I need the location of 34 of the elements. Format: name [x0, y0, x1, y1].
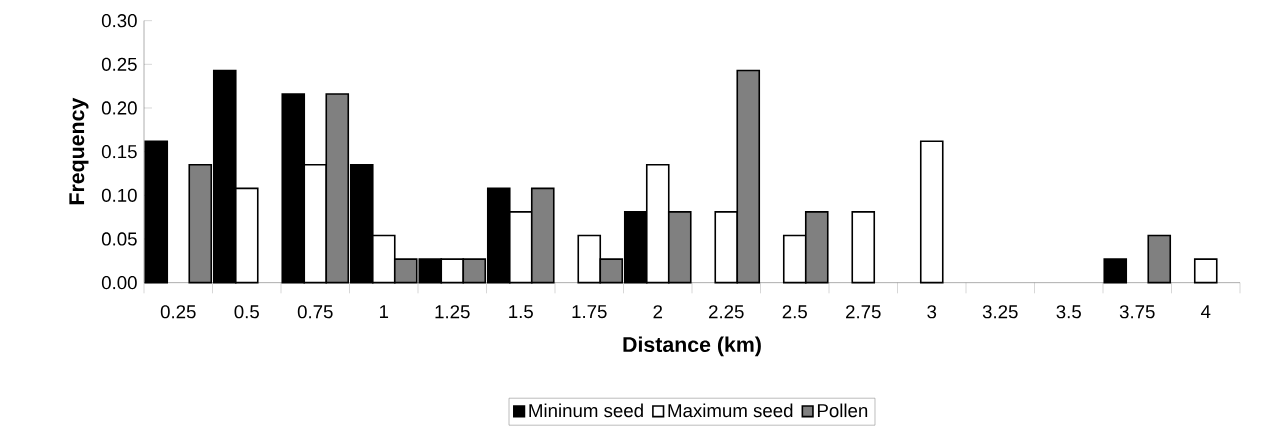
x-axis-title: Distance (km): [623, 336, 761, 357]
x-tick-label: 2.25: [709, 305, 744, 319]
x-tick-label: 2.75: [846, 305, 881, 319]
y-tick-label: 0.10: [101, 188, 137, 202]
legend-label: Maximum seed: [668, 403, 793, 418]
bar: [1147, 234, 1172, 284]
bar: [1193, 258, 1218, 284]
legend-label: Pollen: [817, 403, 868, 418]
x-tick-label: 0.25: [160, 305, 196, 319]
x-tick-label: 3.75: [1119, 305, 1155, 319]
x-tick-label: 3: [927, 305, 937, 319]
x-tick-label: 0.5: [234, 305, 259, 319]
y-tick-label: 0.30: [101, 14, 137, 28]
x-tick-label: 1.5: [509, 305, 533, 319]
x-tick-label: 1.75: [572, 305, 607, 319]
x-tick-label: 1.25: [435, 305, 470, 319]
bar: [919, 140, 944, 284]
y-axis-title: Frequency: [69, 97, 89, 205]
bar: [851, 211, 876, 284]
x-tick-label: 2: [653, 305, 663, 319]
x-tick-label: 3.25: [982, 305, 1018, 319]
legend-label: Mininum seed: [529, 403, 643, 418]
x-tick-label: 1: [379, 305, 389, 318]
y-tick-label: 0.25: [101, 57, 137, 71]
bar: [1103, 258, 1128, 284]
y-tick-label: 0.20: [101, 101, 137, 115]
x-tick-label: 2.5: [782, 305, 807, 319]
bar: [144, 140, 169, 284]
y-tick-label: 0.00: [101, 276, 137, 290]
y-tick-label: 0.05: [101, 232, 137, 246]
x-tick-label: 0.75: [297, 305, 333, 319]
x-tick-label: 3.5: [1056, 305, 1081, 319]
x-tick-label: 4: [1200, 305, 1211, 318]
y-tick-label: 0.15: [101, 145, 137, 159]
